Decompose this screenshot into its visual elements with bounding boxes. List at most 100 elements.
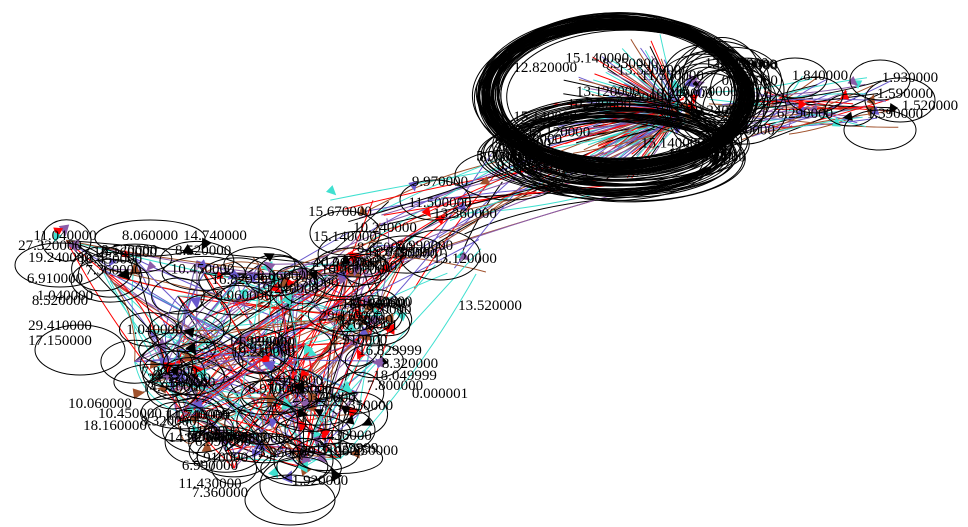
edge: [377, 218, 390, 309]
node-label: 14.740000: [164, 407, 228, 423]
arrowhead: [421, 206, 431, 218]
node-label: 10.240000: [649, 86, 713, 102]
node-ellipse: [142, 350, 206, 396]
node-label: 1.920000: [292, 473, 348, 489]
node-label: 10.060000: [314, 255, 378, 271]
node-ellipse: [691, 68, 769, 136]
arrowhead: [313, 429, 323, 438]
node-label: 13.360000: [668, 147, 732, 163]
node-label: 10.450000: [98, 406, 162, 422]
node-label: 15.670000: [674, 84, 738, 100]
node-ellipse: [329, 391, 389, 437]
node-label: 16.829999: [358, 343, 422, 359]
node-label: 1.930000: [882, 70, 938, 86]
arrowhead: [479, 176, 491, 185]
node-ellipse: [454, 149, 566, 201]
node-ellipse: [41, 219, 92, 262]
node-label: 17.430000: [308, 428, 372, 444]
node-ellipse: [309, 255, 382, 298]
arrowhead: [314, 408, 324, 417]
edge: [741, 84, 874, 141]
node-ellipse: [683, 46, 782, 114]
arrowhead: [356, 348, 366, 360]
edge: [340, 273, 477, 459]
node-ellipse: [164, 419, 224, 465]
node-label: 15.140000: [313, 229, 377, 245]
node-label: 11.430000: [347, 296, 410, 312]
node-ellipse: [257, 255, 304, 288]
edge: [191, 239, 480, 377]
node-label: 14.920000: [228, 333, 292, 349]
node-ellipse: [317, 230, 403, 278]
node-ellipse: [333, 319, 381, 367]
arrowhead: [395, 312, 408, 322]
node-ellipse: [223, 246, 296, 284]
edge: [775, 116, 863, 133]
node-label: 13.360000: [682, 149, 746, 165]
node-label: 8.520000: [101, 242, 157, 258]
node-label: 5.990000: [476, 148, 532, 164]
edge: [374, 254, 407, 280]
edge: [178, 382, 266, 424]
node-label: 16.829999: [212, 272, 276, 288]
node-label: 1.040000: [176, 424, 232, 440]
edge: [193, 343, 306, 443]
node-label: 6.990000: [182, 458, 238, 474]
edge: [178, 382, 227, 452]
edge: [197, 429, 235, 469]
edge: [196, 260, 205, 274]
node-label: 17.150000: [28, 333, 92, 349]
node-label: 11.430000: [178, 476, 241, 492]
arrowhead: [196, 259, 208, 268]
node-ellipse: [162, 341, 244, 386]
edge: [786, 75, 820, 99]
node-label: 12.820000: [705, 56, 769, 72]
node-label: 11.040000: [33, 228, 96, 244]
node-label: 27.320000: [18, 238, 82, 254]
node-label: 5.990000: [397, 238, 453, 254]
node-label: 7.360000: [192, 485, 248, 501]
node-label: 8.060000: [215, 288, 271, 304]
node-label: 13.120000: [576, 84, 640, 100]
edge: [134, 258, 193, 377]
node-label: 8.350000: [479, 150, 535, 166]
node-ellipse: [280, 268, 327, 305]
node-label: 2.910000: [267, 373, 323, 389]
edge: [131, 258, 154, 383]
node-ellipse: [159, 240, 235, 281]
node-label: 13.520000: [580, 157, 644, 173]
node-ellipse: [526, 108, 730, 187]
node-label: 14.920000: [142, 380, 206, 396]
node-ellipse: [158, 357, 225, 396]
arrowhead: [108, 257, 117, 267]
node-label: 19.240000: [28, 250, 92, 266]
node-label: 7.800000: [141, 364, 197, 380]
node-ellipse: [279, 327, 332, 360]
node-label: 17.150000: [374, 246, 438, 262]
node-ellipse: [241, 378, 322, 413]
edge: [597, 102, 673, 146]
node-label: 19.240000: [231, 344, 295, 360]
node-ellipse: [237, 340, 286, 375]
node-label: 1.590000: [877, 86, 933, 102]
node-label: 15.670000: [516, 162, 580, 178]
node-label: 13.360000: [498, 131, 562, 147]
node-ellipse: [652, 53, 753, 133]
node-label: 11.500000: [669, 146, 732, 162]
arrowhead: [53, 227, 64, 239]
arrowhead: [325, 185, 337, 196]
node-ellipse: [504, 97, 733, 186]
node-ellipse: [666, 66, 746, 153]
edge: [203, 272, 277, 279]
edge: [367, 156, 541, 233]
arrowhead: [366, 316, 378, 326]
node-ellipse: [270, 265, 317, 311]
edge: [252, 257, 260, 266]
node-label: 0.000001: [194, 429, 250, 445]
node-label: 0.060000: [722, 73, 778, 89]
edge: [709, 98, 866, 128]
node-ellipse: [139, 343, 194, 388]
node-ellipse: [304, 397, 370, 432]
arrowhead: [281, 292, 292, 306]
node-label: 16.829999: [315, 441, 379, 457]
